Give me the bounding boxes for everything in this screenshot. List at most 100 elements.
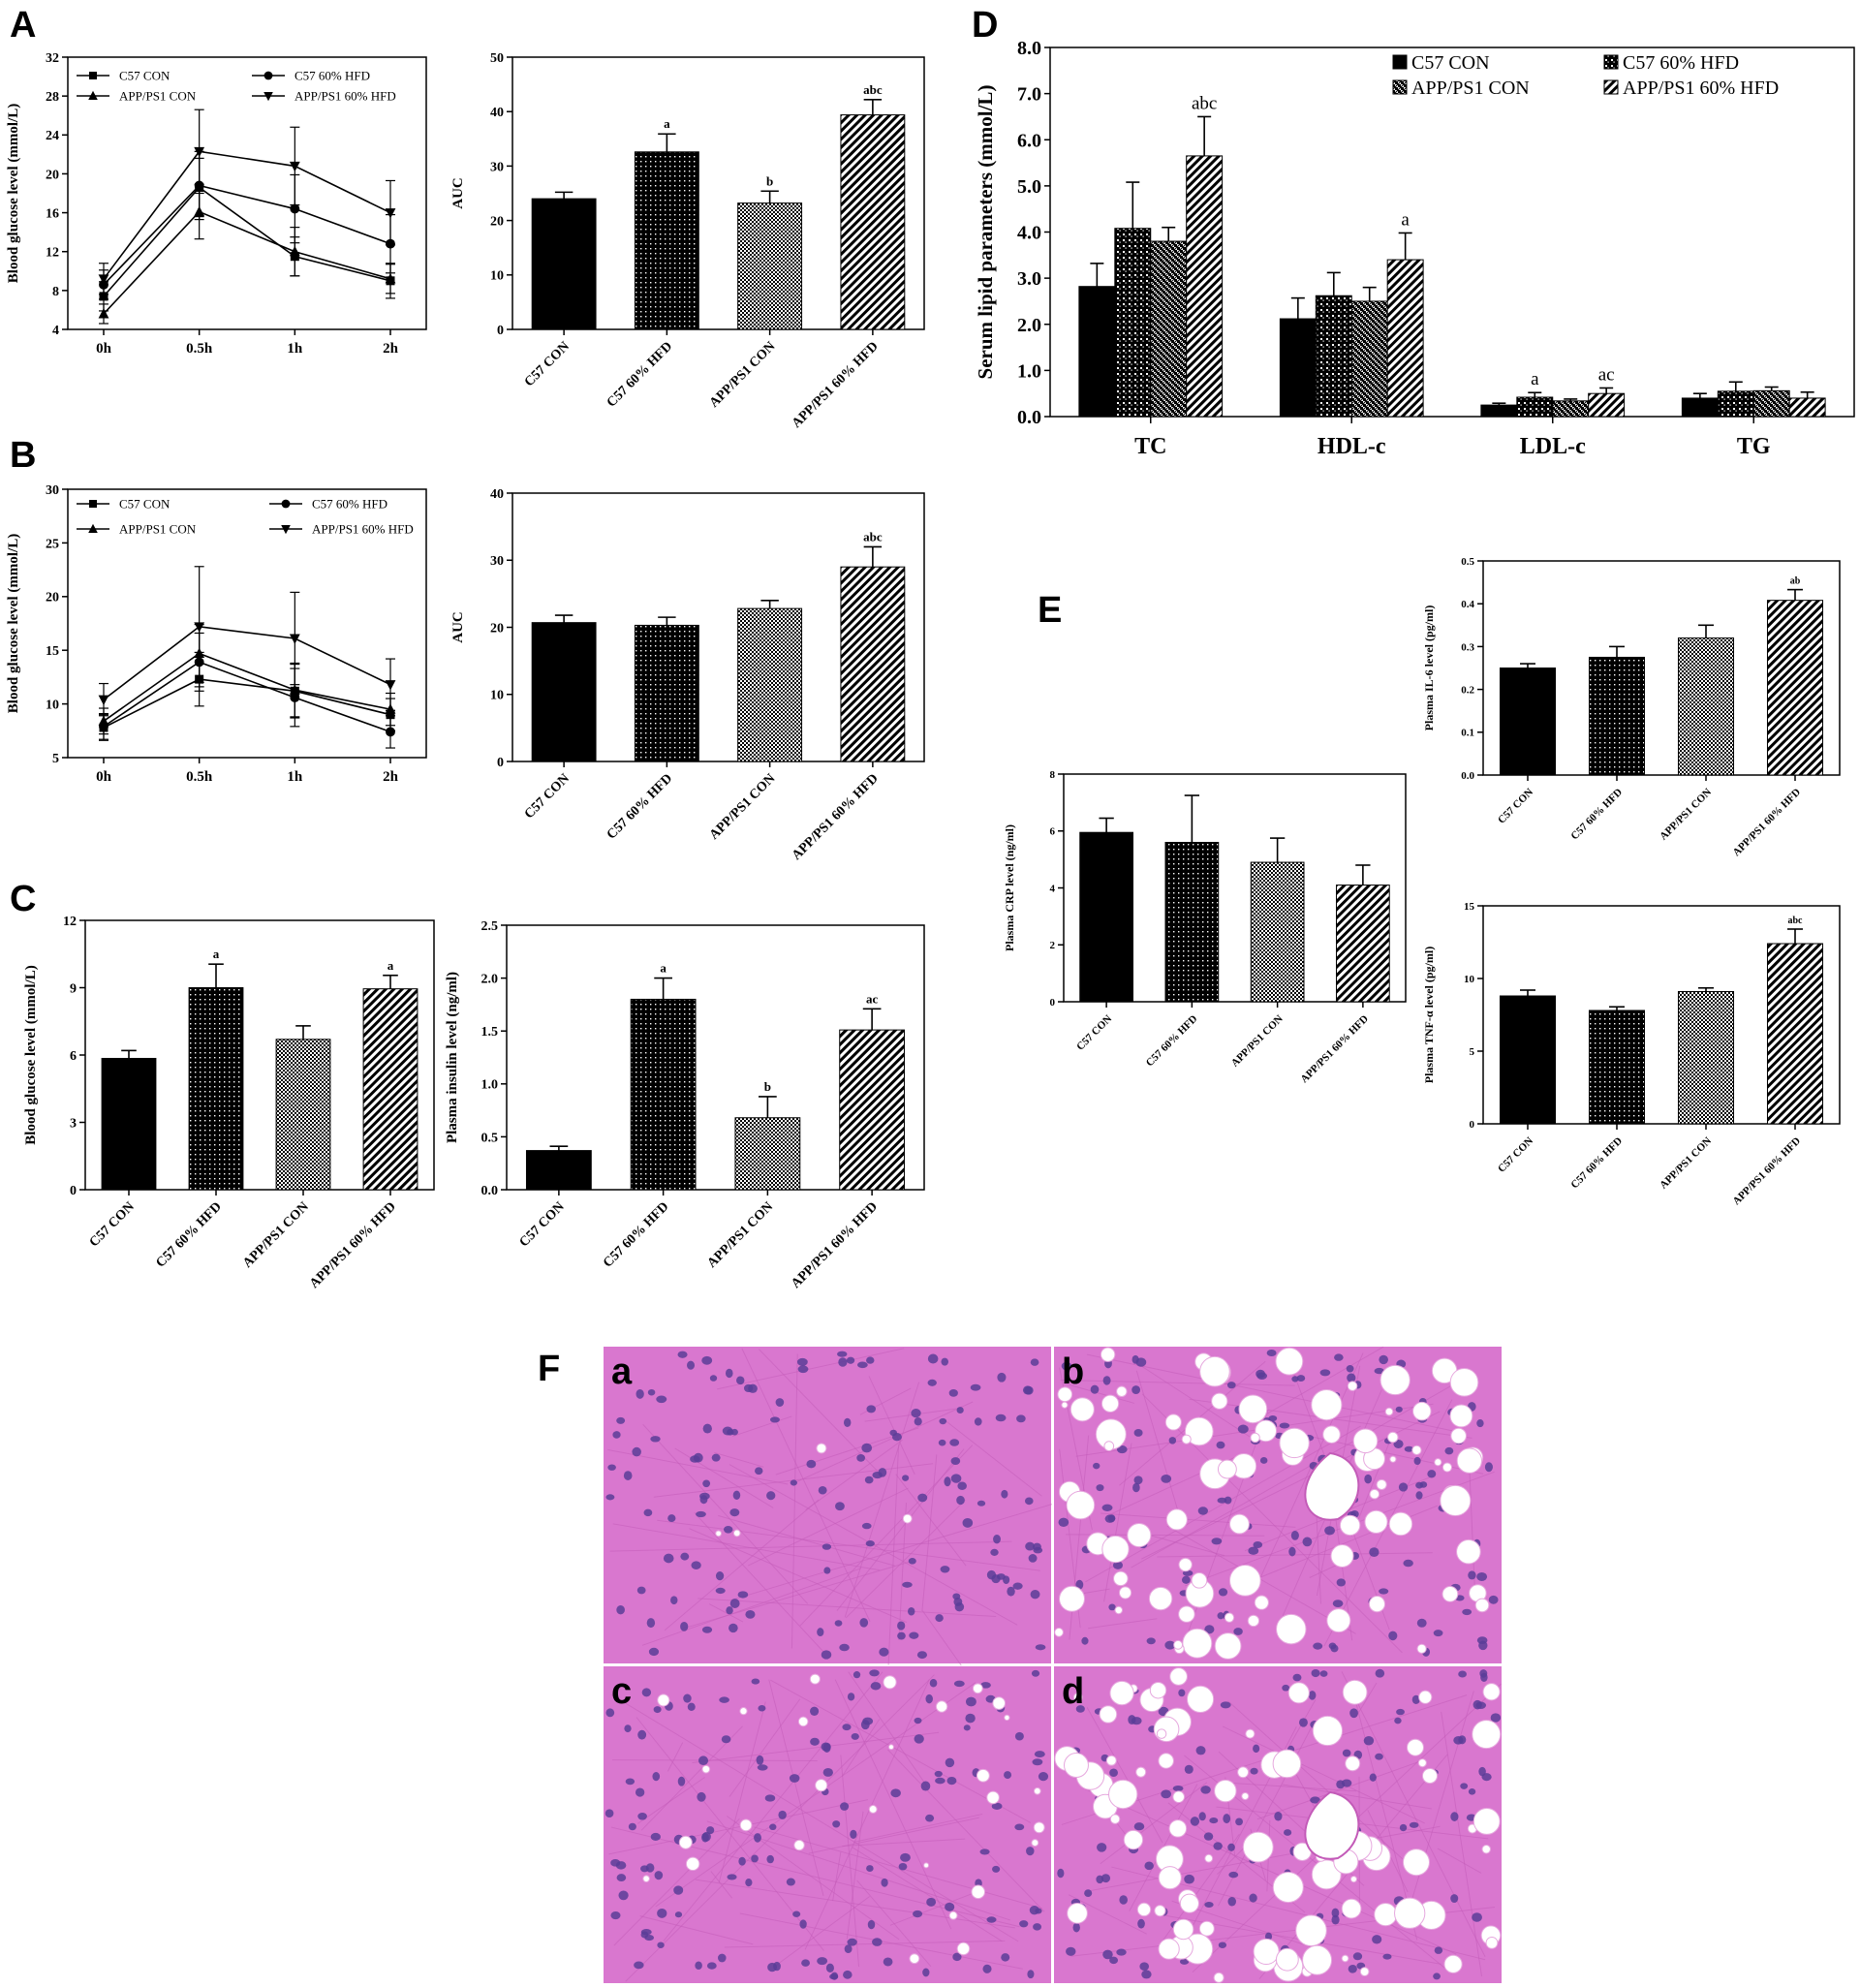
- nucleus: [1490, 1713, 1502, 1723]
- lipid-vacuole: [1127, 1522, 1152, 1548]
- x-tick-label: APP/PS1 CON: [240, 1199, 312, 1271]
- nucleus: [1030, 1590, 1040, 1600]
- chart-c1: 0 3 6 9 12 Blood glucose level (mmol/L) C57 CO…: [23, 915, 435, 1291]
- lipid-vacuole: [1178, 1557, 1193, 1572]
- bar: [1499, 995, 1557, 1125]
- lipid-vacuole: [1238, 1394, 1268, 1424]
- legend-label: C57 60% HFD: [312, 497, 388, 512]
- tissue-strand: [1437, 1848, 1482, 1874]
- lipid-vacuole: [1416, 1643, 1427, 1654]
- nucleus: [737, 1591, 749, 1599]
- nucleus: [1415, 1481, 1424, 1489]
- y-tick-label: 2: [1050, 940, 1056, 951]
- x-tick-label: C57 CON: [517, 1199, 568, 1250]
- nucleus: [1181, 1575, 1191, 1584]
- nucleus: [980, 1682, 991, 1689]
- nucleus: [1102, 1949, 1113, 1960]
- y-axis-title: AUC: [450, 611, 466, 643]
- tissue-strand: [639, 1915, 754, 1945]
- nucleus: [1388, 1631, 1398, 1641]
- lipid-vacuole: [739, 1818, 753, 1832]
- marker-triangle-down: [194, 146, 205, 158]
- y-tick-label: 30: [490, 554, 504, 569]
- lipid-vacuole: [1352, 1428, 1379, 1454]
- nucleus: [1415, 1491, 1423, 1500]
- nucleus: [867, 1919, 876, 1930]
- y-tick-label: 12: [46, 246, 59, 261]
- nucleus: [1253, 1541, 1263, 1548]
- marker-triangle-up: [98, 308, 109, 319]
- nucleus: [1035, 1644, 1046, 1651]
- central-vein: [1304, 1790, 1360, 1860]
- lipid-vacuole: [1312, 1715, 1344, 1747]
- lipid-vacuole: [1389, 1455, 1397, 1463]
- bar: [1386, 259, 1424, 418]
- lipid-vacuole: [678, 1835, 693, 1849]
- marker-triangle-down: [289, 634, 300, 644]
- nucleus: [881, 1878, 888, 1887]
- nucleus: [625, 1778, 636, 1786]
- nucleus: [648, 1647, 660, 1657]
- nucleus: [1264, 1932, 1273, 1941]
- y-tick-label: 20: [490, 621, 504, 636]
- lipid-vacuole: [1136, 1902, 1152, 1917]
- y-tick-label: 0.0: [481, 1184, 499, 1198]
- marker-triangle-up: [289, 684, 300, 695]
- nucleus: [790, 1479, 797, 1486]
- x-tick-label: 2h: [383, 341, 399, 357]
- nucleus: [925, 1814, 935, 1822]
- nucleus: [997, 1372, 1007, 1382]
- nucleus: [1184, 1764, 1194, 1774]
- tissue-strand: [655, 1682, 976, 1908]
- bar: [1078, 286, 1116, 418]
- x-tick-label: C57 60% HFD: [604, 339, 675, 410]
- micrograph-label: a: [611, 1351, 633, 1392]
- nucleus: [1458, 1670, 1467, 1678]
- lipid-vacuole: [1158, 1753, 1174, 1769]
- tissue-strand: [1103, 1443, 1132, 1602]
- lipid-vacuole: [1449, 1404, 1473, 1428]
- tissue-background: [604, 1666, 1051, 1983]
- nucleus: [1195, 1746, 1206, 1755]
- chart-e-tnf: 0 5 10 15 Plasma TNF-α level (pg/ml) C57 CON C…: [1422, 901, 1841, 1207]
- legend-swatch: [1392, 54, 1408, 70]
- y-tick-label: 10: [490, 689, 504, 703]
- nucleus: [1112, 1561, 1123, 1569]
- nucleus: [1311, 1668, 1320, 1678]
- lipid-vacuole: [1099, 1705, 1118, 1724]
- y-tick-label: 40: [490, 106, 504, 120]
- significance-label: ab: [1790, 576, 1801, 587]
- nucleus: [1411, 1694, 1420, 1704]
- nucleus: [879, 1647, 889, 1657]
- significance-label: ac: [866, 991, 879, 1006]
- lipid-vacuole: [1164, 1413, 1182, 1431]
- tissue-strand: [666, 1742, 684, 1772]
- nucleus: [1476, 1636, 1488, 1645]
- x-tick-label: APP/PS1 CON: [1658, 1135, 1714, 1192]
- nucleus: [623, 1471, 633, 1480]
- y-tick-label: 0.1: [1461, 728, 1474, 739]
- lipid-vacuole: [1179, 1893, 1199, 1913]
- nucleus: [645, 1863, 655, 1873]
- nucleus: [1302, 1537, 1313, 1547]
- nucleus: [1291, 1376, 1299, 1382]
- lipid-vacuole: [1158, 1938, 1180, 1960]
- y-tick-label: 16: [46, 206, 59, 221]
- nucleus: [680, 1621, 689, 1631]
- nucleus: [1462, 1608, 1472, 1616]
- bar: [634, 151, 699, 330]
- nucleus: [1027, 1970, 1035, 1979]
- nucleus: [764, 1794, 776, 1802]
- x-tick-label: C57 CON: [1496, 787, 1535, 826]
- nucleus: [1058, 1517, 1070, 1527]
- lipid-vacuole: [1411, 1444, 1422, 1455]
- lipid-vacuole: [715, 1530, 723, 1538]
- nucleus: [641, 1688, 652, 1697]
- nucleus: [1468, 1788, 1476, 1795]
- y-tick-label: 0.2: [1461, 684, 1474, 696]
- nucleus: [1433, 1972, 1441, 1980]
- lipid-vacuole: [972, 1683, 983, 1694]
- lipid-vacuole: [1217, 1459, 1237, 1479]
- lipid-vacuole: [1481, 1845, 1491, 1854]
- nucleus: [766, 1491, 776, 1501]
